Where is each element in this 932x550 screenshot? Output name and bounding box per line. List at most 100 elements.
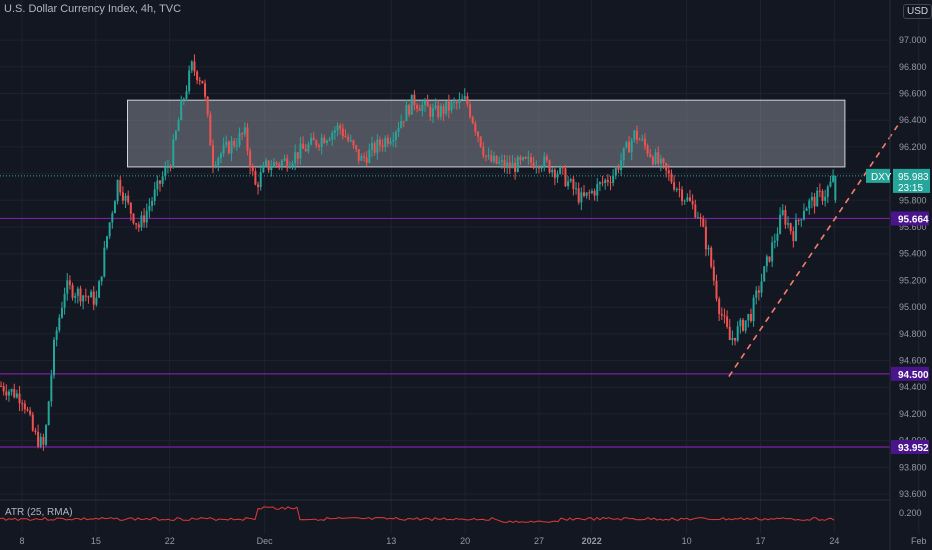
candle-body bbox=[609, 181, 612, 183]
candle-body bbox=[585, 192, 588, 196]
candle-body bbox=[92, 291, 95, 305]
price-tick-label: 94.600 bbox=[899, 356, 927, 366]
candle-body bbox=[657, 152, 660, 164]
candle-body bbox=[84, 295, 87, 297]
candle-body bbox=[87, 296, 90, 298]
candle-body bbox=[82, 295, 85, 302]
candle-body bbox=[283, 158, 286, 161]
level-price-tag bbox=[891, 366, 929, 381]
candle-body bbox=[463, 96, 466, 99]
candle-body bbox=[58, 317, 61, 331]
candle-body bbox=[564, 168, 567, 187]
candle-body bbox=[272, 162, 275, 168]
candle-body bbox=[55, 330, 58, 340]
candle-body bbox=[373, 143, 376, 153]
candle-body bbox=[734, 337, 737, 341]
candle-body bbox=[633, 130, 636, 141]
candle-body bbox=[773, 240, 776, 243]
candle-body bbox=[280, 160, 283, 166]
candle-body bbox=[506, 162, 509, 169]
candle-body bbox=[781, 210, 784, 215]
candle-body bbox=[471, 117, 474, 124]
time-axis: 8 15 22 Dec 13 20 27 2022 10 17 24 Feb bbox=[19, 536, 926, 546]
last-price-tag bbox=[893, 168, 930, 193]
candle-body bbox=[816, 190, 819, 207]
candle-body bbox=[545, 156, 548, 161]
candle-body bbox=[222, 145, 225, 154]
candle-body bbox=[824, 196, 827, 201]
candle-body bbox=[683, 200, 686, 202]
candle-body bbox=[169, 166, 172, 168]
candle-body bbox=[808, 200, 811, 209]
candle-body bbox=[779, 214, 782, 234]
candle-body bbox=[702, 218, 705, 227]
candle-body bbox=[18, 393, 21, 404]
candle-body bbox=[71, 285, 74, 298]
candle-body bbox=[148, 205, 151, 211]
candle-body bbox=[103, 247, 106, 277]
candle-body bbox=[832, 175, 835, 182]
candle-body bbox=[116, 180, 119, 202]
candle-body bbox=[588, 192, 591, 194]
candle-body bbox=[288, 166, 291, 168]
candle-body bbox=[190, 61, 193, 71]
candle-body bbox=[368, 149, 371, 163]
candle-body bbox=[90, 291, 93, 298]
candle-body bbox=[498, 161, 501, 164]
candle-body bbox=[821, 191, 824, 201]
candle-body bbox=[156, 180, 159, 190]
candle-body bbox=[172, 139, 175, 168]
candle-body bbox=[694, 204, 697, 218]
candle-body bbox=[792, 231, 795, 241]
candle-body bbox=[355, 145, 358, 150]
candle-body bbox=[312, 137, 315, 141]
candle-body bbox=[227, 141, 230, 154]
candle-body bbox=[429, 106, 432, 117]
candle-body bbox=[763, 266, 766, 282]
candle-body bbox=[212, 145, 214, 167]
candle-body bbox=[736, 326, 739, 341]
candle-body bbox=[108, 222, 111, 237]
candle-body bbox=[363, 155, 366, 158]
candle-body bbox=[66, 280, 69, 294]
candle-body bbox=[466, 96, 469, 105]
candle-body bbox=[752, 297, 755, 322]
candle-body bbox=[755, 290, 758, 298]
candle-body bbox=[164, 167, 167, 177]
candle-body bbox=[524, 157, 527, 159]
candle-body bbox=[569, 179, 572, 182]
candle-body bbox=[630, 140, 633, 153]
candle-body bbox=[389, 141, 392, 144]
candle-body bbox=[447, 101, 450, 111]
level-price-label: 95.664 bbox=[898, 214, 929, 225]
candle-body bbox=[646, 145, 649, 154]
candle-body bbox=[137, 224, 140, 228]
candle-body bbox=[503, 160, 506, 169]
currency-button[interactable]: USD bbox=[903, 4, 932, 19]
candle-body bbox=[712, 266, 715, 281]
time-tick-label: Feb bbox=[911, 536, 927, 546]
time-tick-label: 13 bbox=[386, 536, 396, 546]
candle-body bbox=[53, 339, 55, 376]
candle-body bbox=[392, 139, 395, 142]
candle-body bbox=[681, 189, 684, 202]
candle-body bbox=[400, 121, 403, 128]
candle-body bbox=[519, 157, 522, 160]
candle-body bbox=[577, 188, 580, 203]
candle-body bbox=[265, 160, 267, 166]
candle-body bbox=[344, 136, 347, 138]
candle-body bbox=[198, 80, 201, 82]
candle-body bbox=[214, 165, 217, 167]
candle-body bbox=[731, 337, 734, 341]
candle-body bbox=[381, 145, 384, 147]
price-tick-label: 95.600 bbox=[899, 222, 927, 232]
candle-body bbox=[352, 140, 355, 146]
candle-body bbox=[551, 169, 554, 173]
candle-body bbox=[145, 210, 148, 223]
candle-body bbox=[15, 393, 18, 398]
price-tick-label: 93.600 bbox=[899, 489, 927, 499]
candle-body bbox=[339, 125, 342, 129]
candle-body bbox=[397, 127, 400, 132]
candle-body bbox=[431, 108, 434, 117]
